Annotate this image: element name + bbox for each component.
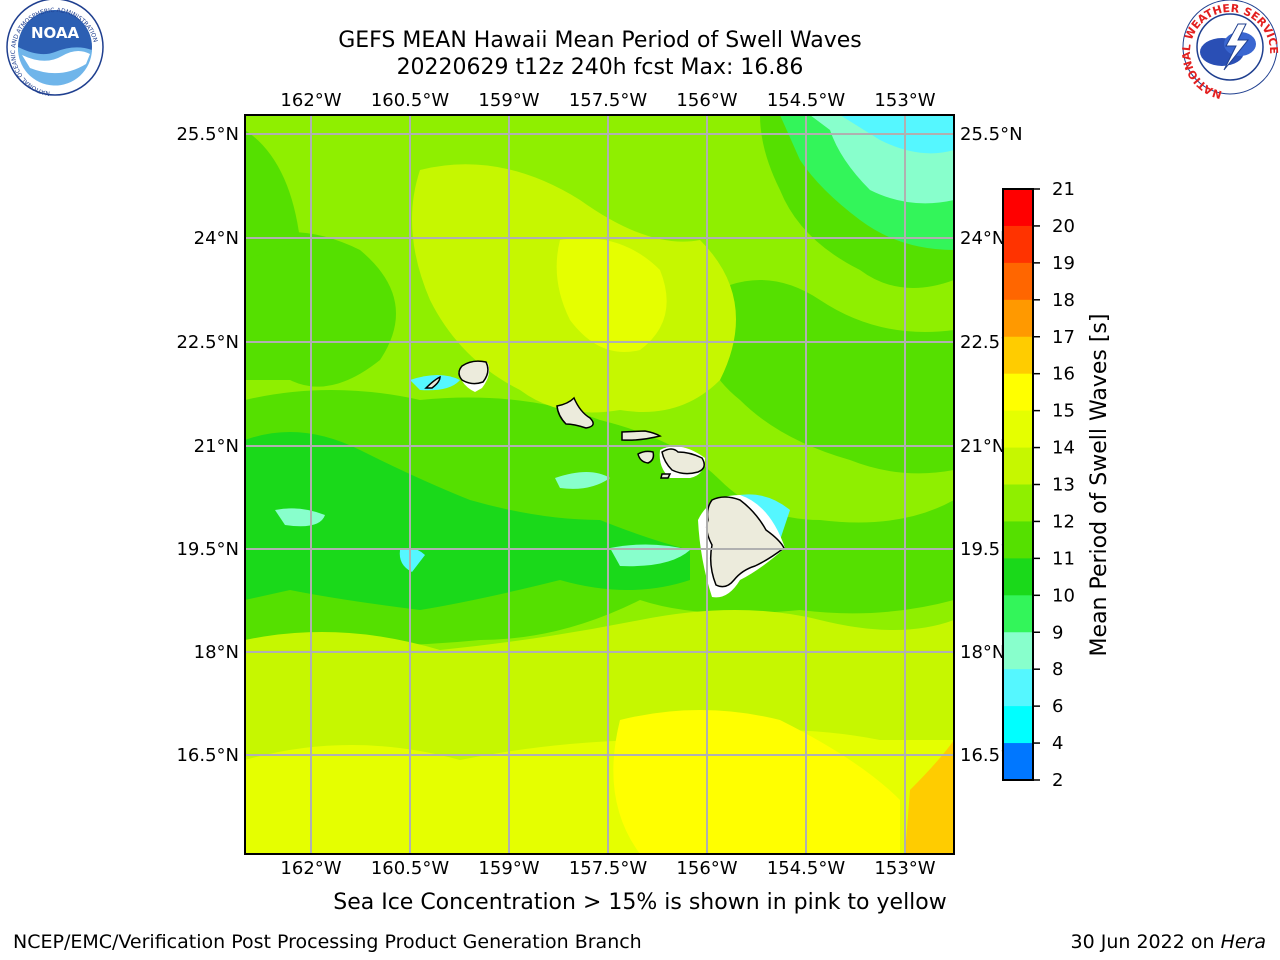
lon-label: 153°W [874, 858, 935, 879]
island-niihau [424, 375, 441, 389]
field-pocket-west2 [399, 548, 425, 572]
lon-label: 154.5°W [767, 90, 846, 111]
colorbar-segment [1003, 632, 1033, 670]
chart-subtitle: 20220629 t12z 240h fcst Max: 16.86 [396, 55, 804, 80]
sea-ice-caption: Sea Ice Concentration > 15% is shown in … [333, 890, 947, 915]
map-frame [244, 114, 955, 855]
colorbar-tick-label: 6 [1052, 696, 1063, 717]
lat-label: 16.5°N [176, 745, 239, 766]
colorbar-tick-label: 8 [1052, 659, 1063, 680]
colorbar-tick-label: 2 [1052, 770, 1063, 791]
lat-label: 19.5°N [176, 539, 239, 560]
colorbar-segment [1003, 743, 1033, 781]
colorbar-tick-label: 19 [1052, 253, 1075, 274]
noaa-logo-text: NOAA [31, 24, 80, 42]
colorbar-tick-label: 13 [1052, 475, 1075, 496]
swell-period-field [245, 115, 954, 854]
lon-label: 162°W [280, 858, 341, 879]
field-band-15 [556, 238, 667, 352]
colorbar-tick-label: 4 [1052, 733, 1063, 754]
colorbar-segment [1003, 336, 1033, 375]
colorbar-tick-label: 20 [1052, 216, 1075, 237]
lon-label: 160.5°W [371, 90, 450, 111]
host-name: Hera [1220, 931, 1266, 953]
colorbar-segment [1003, 225, 1033, 264]
colorbar-segment [1003, 484, 1033, 522]
lon-label: 157.5°W [569, 90, 648, 111]
field-band-12 [245, 232, 396, 387]
colorbar-tick-label: 21 [1052, 179, 1075, 200]
credit-text: NCEP/EMC/Verification Post Processing Pr… [13, 931, 642, 953]
field-band-17 [905, 740, 954, 854]
colorbar-segment [1003, 189, 1033, 227]
colorbar-tick-label: 10 [1052, 585, 1075, 606]
lon-label: 160.5°W [371, 858, 450, 879]
colorbar-tick-label: 9 [1052, 622, 1063, 643]
colorbar-segment [1003, 558, 1033, 596]
lon-labels-top: 162°W 160.5°W 159°W 157.5°W 156°W 154.5°… [280, 90, 935, 111]
colorbar-tick-label: 14 [1052, 438, 1075, 459]
lat-labels-left: 25.5°N 24°N 22.5°N 21°N 19.5°N 18°N 16.5… [176, 124, 239, 766]
colorbar-label: Mean Period of Swell Waves [s] [1087, 314, 1112, 657]
lat-label: 22.5°N [176, 332, 239, 353]
chart-title: GEFS MEAN Hawaii Mean Period of Swell Wa… [338, 28, 862, 53]
colorbar-tick-label: 16 [1052, 364, 1075, 385]
colorbar-segment [1003, 447, 1033, 485]
colorbar-segments [1003, 189, 1033, 781]
lat-label: 18°N [960, 642, 1005, 663]
colorbar-tick-label: 18 [1052, 290, 1075, 311]
lon-labels-bottom: 162°W 160.5°W 159°W 157.5°W 156°W 154.5°… [280, 858, 935, 879]
island-oahu [556, 396, 594, 429]
field-pocket-west [275, 508, 325, 527]
colorbar-tick-label: 17 [1052, 327, 1075, 348]
colorbar-ticks: 21 20 19 18 17 16 15 14 13 12 11 10 9 8 6 4 2 [1033, 179, 1075, 791]
lon-label: 153°W [874, 90, 935, 111]
lat-label: 25.5°N [176, 124, 239, 145]
colorbar-segment [1003, 299, 1033, 338]
colorbar-segment [1003, 595, 1033, 633]
field-band-12d [698, 280, 954, 474]
field-band-11 [245, 432, 690, 610]
lon-label: 156°W [676, 90, 737, 111]
date-stamp: 30 Jun 2022 on Hera [1071, 931, 1267, 953]
lon-label: 159°W [478, 858, 539, 879]
island-lanai [637, 450, 655, 464]
colorbar-segment [1003, 706, 1033, 744]
colorbar: 21 20 19 18 17 16 15 14 13 12 11 10 9 8 6 4 2 Mean Perio… [1002, 179, 1112, 791]
lat-label: 21°N [194, 436, 239, 457]
colorbar-segment [1003, 521, 1033, 559]
lon-label: 162°W [280, 90, 341, 111]
colorbar-tick-label: 11 [1052, 548, 1075, 569]
colorbar-tick-label: 12 [1052, 511, 1075, 532]
lon-label: 154.5°W [767, 858, 846, 879]
lat-label: 25.5°N [960, 124, 1023, 145]
lon-label: 156°W [676, 858, 737, 879]
island-molokai [621, 430, 662, 441]
noaa-logo: NOAA NATIONAL OCEANIC AND ATMOSPHERIC AD… [6, 0, 104, 97]
island-kauai [458, 360, 489, 385]
colorbar-segment [1003, 262, 1033, 301]
lon-label: 157.5°W [569, 858, 648, 879]
hawaiian-islands [424, 360, 785, 588]
colorbar-tick-label: 15 [1052, 401, 1075, 422]
map-gridlines [245, 115, 954, 854]
lat-label: 24°N [194, 228, 239, 249]
nws-logo: NATIONAL WEATHER SERVICE [1180, 0, 1280, 101]
lat-label: 21°N [960, 436, 1005, 457]
field-band-16 [613, 710, 900, 854]
field-band-12b [245, 130, 300, 260]
lat-label: 24°N [960, 228, 1005, 249]
lon-label: 159°W [478, 90, 539, 111]
lat-label: 18°N [194, 642, 239, 663]
colorbar-segment [1003, 410, 1033, 449]
colorbar-frame [1002, 188, 1034, 781]
field-pocket-channel [555, 472, 610, 489]
colorbar-segment [1003, 669, 1033, 707]
island-kahoolawe [660, 473, 672, 479]
island-maui [661, 448, 705, 475]
colorbar-segment [1003, 373, 1033, 412]
date-text: 30 Jun 2022 on [1070, 931, 1215, 953]
